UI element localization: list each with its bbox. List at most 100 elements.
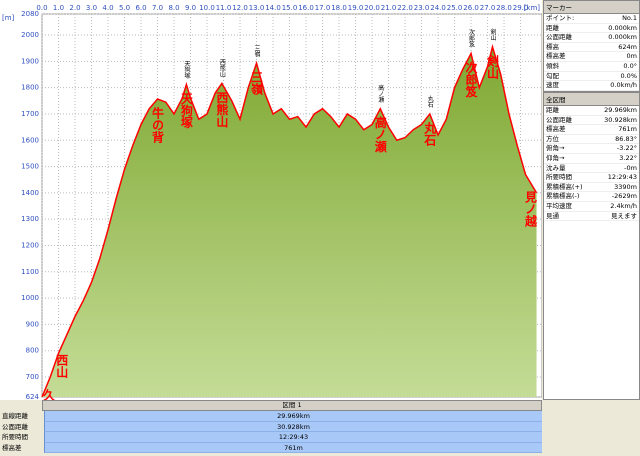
y-tick-label: 1100 [21, 268, 39, 276]
hd: マーカー [544, 1, 639, 14]
row: 平均速度 2.4km/h [544, 202, 639, 212]
lab: 公面距離 [0, 421, 44, 432]
row: 累積標高(-) -2629m [544, 192, 639, 202]
row: 直線距離 29.969km [0, 411, 542, 422]
place-label: 次郎笈 [464, 60, 478, 98]
peak-label: 天狗塚 [183, 60, 190, 79]
val: 0.0km/h [610, 81, 637, 90]
row: 公面距離 30.928km [0, 421, 542, 432]
val: 0m [626, 52, 637, 61]
x-tick-label: 7.0 [152, 4, 163, 12]
lab: 仰角→ [546, 153, 565, 162]
x-tick-label: 21.0 [381, 4, 397, 12]
row: 見通 見えます [544, 212, 639, 222]
lab: 俯角→ [546, 144, 565, 153]
lab: 沈み量 [546, 163, 566, 172]
x-tick-label: 3.0 [86, 4, 97, 12]
hd: 区間 1 [42, 400, 542, 411]
y-tick-label: 1900 [21, 57, 39, 65]
y-tick-label: 1800 [21, 84, 39, 92]
x-tick-label: 12.0 [232, 4, 248, 12]
x-tick-label: 25.0 [447, 4, 463, 12]
place-label: 西山 [55, 354, 69, 379]
y-tick-label: 1400 [21, 189, 39, 197]
y-tick-label: 1500 [21, 163, 39, 171]
val: 0.0° [623, 61, 637, 70]
row: ポイント: No.1 [544, 14, 639, 24]
row: 勾配 0.0% [544, 72, 639, 82]
val: 12:29:43 [607, 173, 637, 182]
elevation-area [42, 46, 537, 398]
row: 仰角→ 3.22° [544, 154, 639, 164]
x-tick-label: 9.0 [185, 4, 196, 12]
y-tick-label: 1000 [21, 294, 39, 302]
lab: 距離 [546, 106, 559, 114]
lab: 速度 [546, 81, 559, 90]
lab: 標高 [546, 42, 559, 51]
x-tick-label: 19.0 [348, 4, 364, 12]
y-tick-label: 2000 [21, 31, 39, 39]
x-tick-label: 22.0 [397, 4, 413, 12]
x-tick-label: 29.0 [513, 4, 529, 12]
hd: 全区間 [544, 93, 639, 106]
val: 3390m [614, 182, 637, 191]
place-label: 西熊山 [215, 91, 229, 128]
val: 2.4km/h [610, 201, 637, 210]
val: 3.22° [619, 153, 637, 162]
row: 標高差 761m [544, 125, 639, 135]
val: 0.0% [620, 71, 637, 80]
x-tick-label: 23.0 [414, 4, 430, 12]
lab: 標高差 [546, 52, 566, 61]
x-tick-label: 13.0 [249, 4, 265, 12]
place-label: 高ノ瀬 [373, 115, 387, 153]
lab: 勾配 [546, 71, 559, 80]
x-tick-label: 28.0 [496, 4, 512, 12]
lab: 所要時間 [546, 173, 572, 182]
place-label: 見ノ越 [523, 189, 537, 227]
x-tick-label: 17.0 [315, 4, 331, 12]
y-tick-label: 1300 [21, 215, 39, 223]
val: -2629m [611, 192, 637, 201]
place-label: 三嶺 [250, 71, 264, 96]
peak-label: 三嶺 [253, 45, 260, 58]
x-tick-label: 1.0 [53, 4, 64, 12]
val: 30.928km [44, 421, 542, 432]
x-tick-label: 4.0 [102, 4, 113, 12]
y-tick-label: 800 [26, 347, 39, 355]
place-label: 久保 [42, 388, 56, 400]
row: 沈み量 -0m [544, 164, 639, 174]
x-tick-label: 2.0 [69, 4, 80, 12]
row: 標高差 0m [544, 52, 639, 62]
y-tick-label: 1700 [21, 110, 39, 118]
x-tick-label: 15.0 [282, 4, 298, 12]
x-tick-label: 27.0 [480, 4, 496, 12]
place-label: 牛の背 [151, 106, 165, 144]
lab: 公面距離 [546, 33, 572, 42]
peak-label: 丸石 [426, 95, 433, 109]
summary-panel: 区間 1 直線距離 29.969km 公面距離 30.928km 所要時間 12:29:43… [0, 400, 542, 456]
val: 0.000km [608, 33, 637, 42]
elevation-line [41, 44, 538, 398]
lab: 傾斜 [546, 61, 559, 70]
row: 公面距離 0.000km [544, 33, 639, 43]
row: 累積標高(+) 3390m [544, 183, 639, 193]
lab: 距離 [546, 23, 559, 32]
lab: 直線距離 [0, 411, 44, 422]
val: -0m [624, 163, 637, 172]
y-tick-label: 1200 [21, 241, 39, 249]
y-tick-label: 1600 [21, 136, 39, 144]
val: 29.969km [44, 411, 542, 422]
row: 所要時間 12:29:43 [0, 432, 542, 443]
x-tick-label: 26.0 [463, 4, 479, 12]
val: 29.969km [604, 106, 637, 114]
x-tick-label: 20.0 [364, 4, 380, 12]
peak-label: 高ノ瀬 [377, 84, 384, 104]
lab: 公面距離 [546, 115, 572, 124]
row: 公面距離 30.928km [544, 116, 639, 126]
x-tick-label: 10.0 [199, 4, 215, 12]
y-tick-label: 2080 [21, 10, 39, 18]
val: 0.000km [608, 23, 637, 32]
lab: 方位 [546, 134, 559, 143]
x-tick-label: 18.0 [331, 4, 347, 12]
